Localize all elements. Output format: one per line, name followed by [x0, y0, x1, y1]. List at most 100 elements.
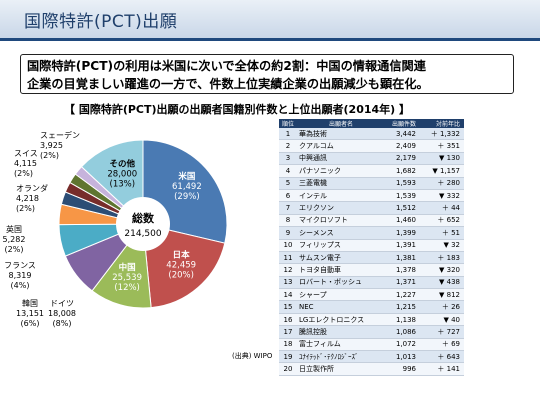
slice-name-label: 英国 [6, 224, 22, 234]
count-cell: 1,072 [383, 338, 419, 352]
applicant-cell: NEC [297, 300, 383, 314]
applicant-cell: LGエレクトロニクス [297, 313, 383, 327]
slice-percent-label: (20%) [168, 271, 194, 281]
change-cell: ＋ 727 [419, 325, 464, 339]
top-applicants-table: 順位 出願者名 出願件数 対前年比 1 華為技術 3,442 ＋ 1,332 2 クアルコ… [279, 119, 464, 376]
applicant-cell: クアルコム [297, 139, 383, 153]
table-row: 1 華為技術 3,442 ＋ 1,332 [279, 128, 464, 141]
rank-cell: 5 [279, 177, 297, 190]
count-cell: 3,442 [383, 128, 419, 141]
rank-cell: 17 [279, 325, 297, 339]
table-row: 17 騰訊控股 1,086 ＋ 727 [279, 325, 464, 339]
slice-percent-label: (29%) [174, 192, 200, 202]
slice-value-label: 13,151 [16, 309, 44, 318]
change-cell: ▼ 812 [419, 288, 464, 302]
change-cell: ▼ 32 [419, 239, 464, 252]
pie-center-label: 総数 [132, 211, 155, 225]
applicant-cell: 騰訊控股 [297, 325, 383, 339]
count-cell: 1,391 [383, 239, 419, 252]
change-cell: ＋ 1,332 [419, 128, 464, 141]
change-cell: ＋ 280 [419, 177, 464, 190]
applicant-cell: 富士フィルム [297, 338, 383, 352]
title-bar: 国際特許(PCT)出願 [0, 0, 540, 38]
change-cell: ＋ 643 [419, 350, 464, 364]
table-body: 1 華為技術 3,442 ＋ 1,332 2 クアルコム 2,409 ＋ 351 3 中興通訊 2,… [279, 128, 464, 376]
rank-cell: 12 [279, 263, 297, 277]
applicant-cell: トヨタ自動車 [297, 263, 383, 277]
applicant-cell: 三菱電機 [297, 177, 383, 190]
rank-cell: 20 [279, 362, 297, 376]
change-cell: ＋ 69 [419, 338, 464, 352]
table-row: 8 マイクロソフト 1,460 ＋ 652 [279, 214, 464, 228]
count-cell: 2,409 [383, 139, 419, 153]
table-row: 9 シーメンス 1,399 ＋ 51 [279, 226, 464, 240]
applicant-cell: サムスン電子 [297, 251, 383, 265]
slice-value-label: 25,539 [112, 273, 142, 283]
slice-name-label: スイス [14, 149, 38, 158]
change-cell: ▼ 40 [419, 313, 464, 327]
change-cell: ▼ 320 [419, 263, 464, 277]
slice-name-label: 米国 [178, 171, 195, 182]
rank-cell: 16 [279, 313, 297, 327]
slice-percent-label: (8%) [53, 319, 72, 328]
col-count-header: 出願件数 [383, 119, 419, 128]
slice-percent-label: (12%) [114, 283, 140, 293]
slice-value-label: 28,000 [107, 169, 137, 179]
slice-name-label: 日本 [173, 250, 191, 261]
rank-cell: 4 [279, 164, 297, 178]
pie-center-hole [116, 197, 170, 251]
change-cell: ＋ 26 [419, 300, 464, 314]
change-cell: ▼ 438 [419, 276, 464, 290]
applicant-cell: 華為技術 [297, 128, 383, 141]
applicant-cell: ロバート・ボッシュ [297, 276, 383, 290]
change-cell: ＋ 51 [419, 226, 464, 240]
pie-slice [142, 223, 226, 309]
rank-cell: 15 [279, 300, 297, 314]
table-row: 14 シャープ 1,227 ▼ 812 [279, 288, 464, 302]
summary-line-2: 企業の目覚ましい躍進の一方で、件数上位実績企業の出願減少も顕在化。 [27, 77, 429, 91]
slice-percent-label: (2%) [40, 151, 59, 160]
count-cell: 1,086 [383, 325, 419, 339]
count-cell: 1,138 [383, 313, 419, 327]
pie-center-value: 214,500 [124, 229, 161, 239]
source-note: (出典) WIPO [232, 352, 273, 360]
count-cell: 2,179 [383, 152, 419, 166]
slice-percent-label: (2%) [5, 245, 24, 254]
table-header-row: 順位 出願者名 出願件数 対前年比 [279, 119, 464, 128]
table-row: 13 ロバート・ボッシュ 1,371 ▼ 438 [279, 276, 464, 290]
rank-cell: 13 [279, 276, 297, 290]
table-row: 12 トヨタ自動車 1,378 ▼ 320 [279, 263, 464, 277]
slice-value-label: 3,925 [40, 141, 63, 150]
rank-cell: 9 [279, 226, 297, 240]
col-change-header: 対前年比 [419, 119, 464, 128]
slice-percent-label: (13%) [110, 179, 136, 189]
slice-value-label: 8,319 [9, 271, 32, 280]
count-cell: 1,215 [383, 300, 419, 314]
slide-title: 国際特許(PCT)出願 [24, 12, 178, 32]
slice-value-label: 4,115 [14, 159, 37, 168]
slice-name-label: スェーデン [40, 130, 80, 140]
slice-value-label: 18,008 [48, 309, 76, 318]
table-row: 5 三菱電機 1,593 ＋ 280 [279, 177, 464, 190]
applicant-cell: シャープ [297, 288, 383, 302]
table-row: 4 パナソニック 1,682 ▼ 1,157 [279, 164, 464, 178]
summary-line-1: 国際特許(PCT)の利用は米国に次いで全体の約2割：中国の情報通信関連 [27, 59, 426, 73]
table-row: 3 中興通訊 2,179 ▼ 130 [279, 152, 464, 166]
applicant-cell: ﾕﾅｲﾃｯﾄﾞ･ﾃｸﾉﾛｼﾞｰｽﾞ [297, 350, 383, 364]
applicant-cell: 中興通訊 [297, 152, 383, 166]
slice-percent-label: (2%) [16, 204, 35, 213]
applicant-cell: 日立製作所 [297, 362, 383, 376]
slice-name-label: フランス [4, 261, 36, 270]
count-cell: 1,371 [383, 276, 419, 290]
table-row: 10 フィリップス 1,391 ▼ 32 [279, 239, 464, 252]
change-cell: ＋ 44 [419, 201, 464, 215]
rank-cell: 6 [279, 189, 297, 203]
change-cell: ＋ 141 [419, 362, 464, 376]
rank-cell: 7 [279, 201, 297, 215]
rank-cell: 19 [279, 350, 297, 364]
chart-heading: 【 国際特許(PCT)出願の出願者国籍別件数と上位出願者(2014年) 】 [64, 103, 411, 116]
rank-cell: 1 [279, 128, 297, 141]
title-rule [0, 38, 540, 41]
change-cell: ▼ 130 [419, 152, 464, 166]
count-cell: 1,399 [383, 226, 419, 240]
